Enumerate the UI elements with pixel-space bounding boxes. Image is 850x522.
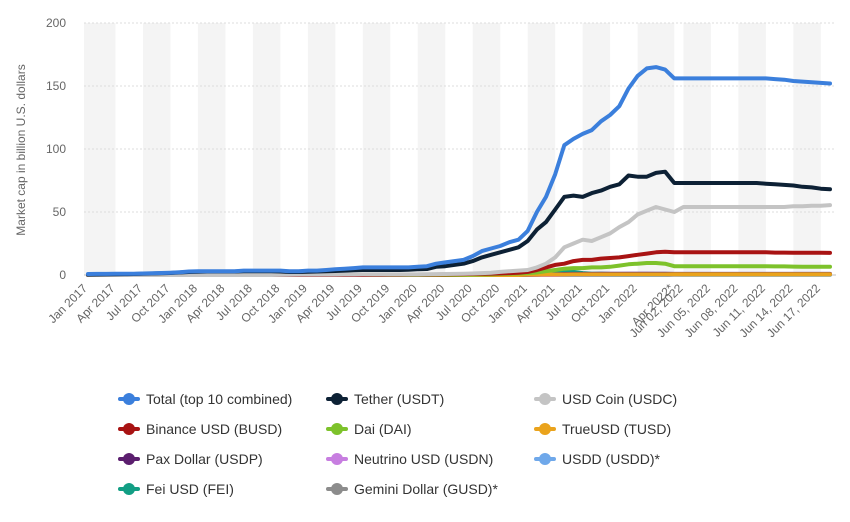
y-tick-label: 100 (46, 142, 66, 156)
y-tick-label: 0 (59, 268, 66, 282)
y-tick-label: 50 (53, 205, 67, 219)
legend-item[interactable]: USD Coin (USDC) (534, 388, 742, 410)
legend-label: Neutrino USD (USDN) (354, 451, 494, 467)
legend-item[interactable]: Tether (USDT) (326, 388, 534, 410)
legend-swatch (326, 393, 348, 405)
legend-label: Pax Dollar (USDP) (146, 451, 263, 467)
y-tick-label: 200 (46, 16, 66, 30)
y-axis-ticks: 0 50 100 150 200 (46, 16, 66, 282)
legend-label: Gemini Dollar (GUSD)* (354, 481, 498, 497)
legend-item[interactable]: Total (top 10 combined) (118, 388, 326, 410)
legend-item[interactable]: Neutrino USD (USDN) (326, 448, 534, 470)
legend-swatch (534, 423, 556, 435)
legend-swatch (326, 483, 348, 495)
legend-swatch (534, 453, 556, 465)
series-line (86, 203, 832, 277)
legend-swatch (326, 453, 348, 465)
legend-swatch (118, 483, 140, 495)
legend-swatch (118, 453, 140, 465)
legend-label: TrueUSD (TUSD) (562, 421, 672, 437)
legend-item[interactable]: TrueUSD (TUSD) (534, 418, 742, 440)
y-axis-title: Market cap in billion U.S. dollars (14, 64, 28, 235)
legend-label: USD Coin (USDC) (562, 391, 678, 407)
legend-item[interactable]: Dai (DAI) (326, 418, 534, 440)
series-line (86, 65, 832, 276)
legend-item[interactable]: USDD (USDD)* (534, 448, 742, 470)
legend-swatch (534, 393, 556, 405)
legend-item[interactable]: Binance USD (BUSD) (118, 418, 326, 440)
legend-item[interactable]: Gemini Dollar (GUSD)* (326, 478, 534, 500)
y-tick-label: 150 (46, 79, 66, 93)
series-lines (86, 65, 832, 277)
legend-label: Total (top 10 combined) (146, 391, 293, 407)
legend-swatch (118, 393, 140, 405)
legend-swatch (118, 423, 140, 435)
legend-label: USDD (USDD)* (562, 451, 660, 467)
legend-label: Tether (USDT) (354, 391, 445, 407)
legend-label: Binance USD (BUSD) (146, 421, 283, 437)
legend-label: Dai (DAI) (354, 421, 412, 437)
legend-item[interactable]: Pax Dollar (USDP) (118, 448, 326, 470)
legend-label: Fei USD (FEI) (146, 481, 234, 497)
legend-swatch (326, 423, 348, 435)
legend: Total (top 10 combined) Tether (USDT) USD … (118, 388, 758, 500)
gridlines (84, 22, 836, 276)
legend-item[interactable]: Fei USD (FEI) (118, 478, 326, 500)
